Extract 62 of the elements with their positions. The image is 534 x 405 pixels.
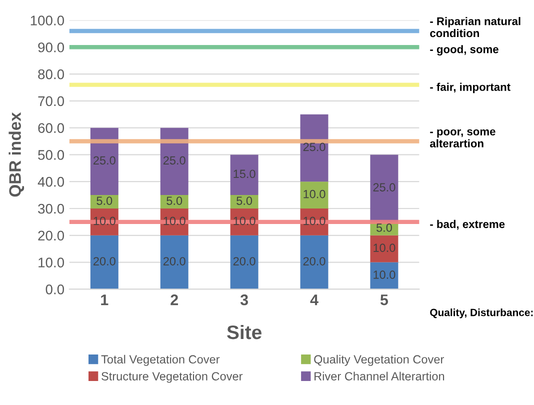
y-tick-label: 80.0 xyxy=(38,69,64,80)
y-tick-label: 40.0 xyxy=(38,176,64,187)
bar xyxy=(230,154,258,196)
bar xyxy=(370,262,398,290)
y-axis-title: QBR index xyxy=(8,112,24,197)
data-label: 10.0 xyxy=(374,270,396,279)
data-label: 10.0 xyxy=(234,216,256,226)
bar xyxy=(90,195,118,208)
data-label: 25.0 xyxy=(163,156,186,165)
data-label: 5.0 xyxy=(96,196,112,205)
y-tick-label: 100.0 xyxy=(30,16,64,26)
data-label: 20.0 xyxy=(233,257,256,266)
data-label: 10.0 xyxy=(164,216,186,226)
y-tick-label: 20.0 xyxy=(38,230,64,241)
x-tick-label: 1 xyxy=(101,294,108,306)
ref-line-label: - bad, extreme xyxy=(430,220,505,230)
data-label: 5.0 xyxy=(236,196,252,205)
data-label: 20.0 xyxy=(94,257,116,266)
bar xyxy=(90,128,118,196)
x-tick-label: 2 xyxy=(170,294,178,306)
x-tick-label: 3 xyxy=(240,294,248,306)
bar xyxy=(90,235,118,290)
data-label: 25.0 xyxy=(373,183,396,192)
legend-label: River Channel Alterartion xyxy=(314,372,444,380)
bar xyxy=(300,235,328,290)
y-tick-label: 60.0 xyxy=(38,123,64,133)
data-label: 5.0 xyxy=(376,223,392,232)
legend-label: Total Vegetation Cover xyxy=(101,354,220,366)
bar xyxy=(160,235,188,290)
bar xyxy=(230,195,258,208)
legend-label: Quality Vegetation Cover xyxy=(314,354,444,366)
ref-line-label: - good, some xyxy=(430,45,498,56)
y-tick-label: 50.0 xyxy=(38,150,64,160)
data-label: 25.0 xyxy=(303,142,326,152)
y-tick-label: 10.0 xyxy=(38,258,64,268)
y-tick-label: 30.0 xyxy=(38,204,64,214)
x-tick-label: 4 xyxy=(310,294,318,306)
bar xyxy=(300,182,328,208)
data-label: 20.0 xyxy=(303,257,326,266)
bar xyxy=(370,154,398,222)
data-label: 20.0 xyxy=(163,257,186,266)
data-label: 10.0 xyxy=(304,190,326,198)
bar xyxy=(160,195,188,208)
ref-line-label: - Riparian natural condition xyxy=(430,17,520,38)
data-label: 15.0 xyxy=(234,170,256,178)
bar xyxy=(370,235,398,262)
y-tick-label: 0.0 xyxy=(46,284,64,294)
x-axis-title: Site xyxy=(227,324,262,340)
bar xyxy=(160,128,188,196)
text: Quality, Disturbance: xyxy=(430,308,533,318)
data-label: 25.0 xyxy=(94,156,116,165)
legend-label: Structure Vegetation Cover xyxy=(102,372,243,383)
bar xyxy=(230,235,258,290)
y-tick-label: 70.0 xyxy=(38,96,64,106)
y-tick-label: 90.0 xyxy=(38,42,64,52)
x-tick-label: 5 xyxy=(380,294,388,306)
data-label: 10.0 xyxy=(374,244,396,252)
data-label: 10.0 xyxy=(304,216,326,226)
data-label: 10.0 xyxy=(94,216,116,226)
ref-line-label: - fair, important xyxy=(430,82,510,94)
ref-line-label: - poor, some alterartion xyxy=(430,129,496,148)
data-label: 5.0 xyxy=(166,196,182,205)
